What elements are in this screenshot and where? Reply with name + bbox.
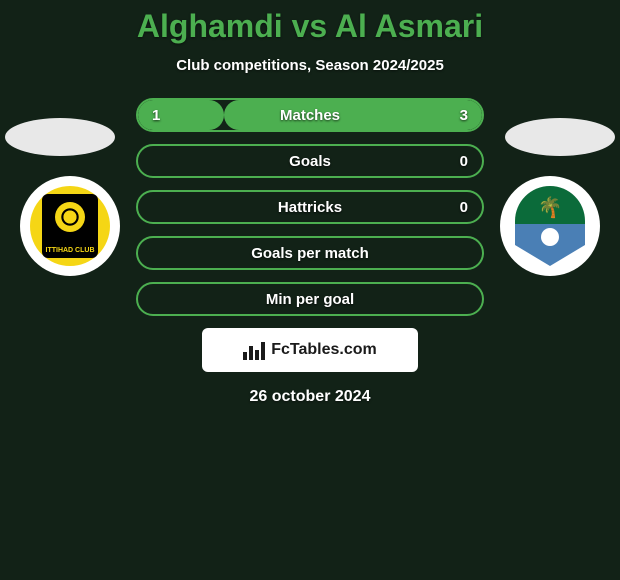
stat-value-right: 0	[460, 153, 468, 170]
stat-fill-right	[224, 100, 482, 130]
club-logo-left: ITTIHAD CLUB	[20, 176, 120, 276]
stat-fill-left	[138, 100, 224, 130]
palm-icon: 🌴	[538, 195, 563, 220]
brand-badge: FcTables.com	[202, 328, 418, 372]
stat-value-right: 0	[460, 199, 468, 216]
stat-row: Goals 0	[136, 144, 484, 178]
stat-label: Min per goal	[266, 291, 354, 308]
stats-container: 1 Matches 3 Goals 0 Hattricks 0 Goals per match…	[136, 98, 484, 316]
page-title: Alghamdi vs Al Asmari	[0, 8, 620, 45]
stat-label: Hattricks	[278, 199, 342, 216]
stat-row: 1 Matches 3	[136, 98, 484, 132]
stat-label: Goals per match	[251, 245, 369, 262]
stat-row: Min per goal	[136, 282, 484, 316]
stat-row: Hattricks 0	[136, 190, 484, 224]
shield-bottom	[515, 224, 585, 266]
ittihad-badge-outer: ITTIHAD CLUB	[30, 186, 110, 266]
chart-icon	[243, 340, 265, 360]
page-subtitle: Club competitions, Season 2024/2025	[0, 57, 620, 74]
alahli-badge: 🌴	[512, 182, 588, 270]
player-head-left	[5, 118, 115, 156]
stat-label: Goals	[289, 153, 331, 170]
club-logo-right: 🌴	[500, 176, 600, 276]
date-text: 26 october 2024	[0, 388, 620, 406]
ittihad-badge-text: ITTIHAD CLUB	[46, 247, 95, 254]
stat-value-left: 1	[152, 107, 160, 124]
ball-icon	[541, 228, 559, 246]
stat-value-right: 3	[460, 107, 468, 124]
ittihad-badge-core: ITTIHAD CLUB	[42, 194, 98, 258]
stat-label: Matches	[280, 107, 340, 124]
shield-top: 🌴	[515, 186, 585, 228]
stat-row: Goals per match	[136, 236, 484, 270]
brand-text: FcTables.com	[271, 341, 377, 359]
player-head-right	[505, 118, 615, 156]
